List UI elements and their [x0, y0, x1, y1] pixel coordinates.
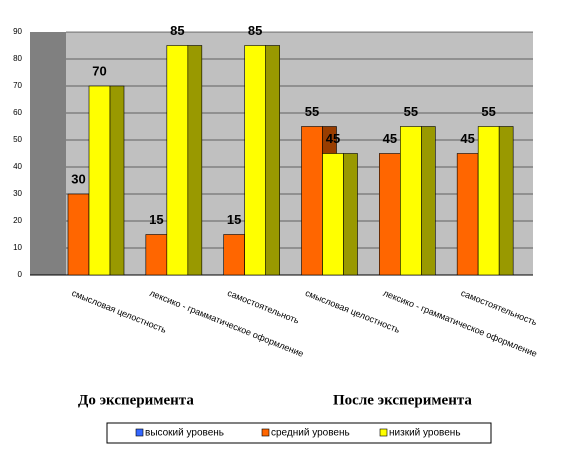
data-label: 30: [71, 171, 85, 186]
bar: [477, 126, 500, 276]
bar-side: [343, 153, 358, 276]
bar-side: [498, 126, 514, 276]
legend-label: средний уровень: [271, 428, 350, 439]
legend-swatch: [135, 428, 144, 437]
y-tick-label: 60: [13, 108, 22, 117]
data-label: 85: [170, 23, 184, 38]
bar-side: [109, 85, 125, 276]
legend-swatch: [261, 428, 270, 437]
data-label: 15: [149, 212, 163, 227]
bar: [379, 153, 401, 276]
bar-side: [187, 45, 203, 276]
y-tick-label: 0: [18, 270, 23, 279]
data-label: 70: [92, 63, 106, 78]
data-label: 55: [305, 104, 319, 119]
data-label: 85: [248, 23, 262, 38]
bar: [456, 153, 479, 276]
x-tick-label: самостоятельноть: [226, 288, 301, 326]
data-label: 55: [404, 104, 418, 119]
group-label: После эксперимента: [333, 392, 472, 408]
legend-label: низкий уровень: [389, 428, 461, 439]
x-tick-label: лексико - грамматическое оформление: [148, 288, 305, 359]
data-label: 45: [326, 131, 340, 146]
data-label: 45: [460, 131, 474, 146]
y-tick-label: 40: [13, 162, 22, 171]
y-tick-label: 50: [13, 135, 22, 144]
bar: [88, 85, 111, 276]
y-tick-label: 80: [13, 54, 22, 63]
group-label: До эксперимента: [78, 392, 194, 408]
plot-area: [66, 32, 533, 275]
legend-swatch: [379, 428, 388, 437]
legend: [106, 422, 492, 444]
data-label: 15: [227, 212, 241, 227]
bar-side: [265, 45, 280, 276]
bar: [301, 126, 323, 276]
bar-side: [421, 126, 436, 276]
bar: [166, 45, 189, 276]
y-tick-label: 30: [13, 189, 22, 198]
data-label: 45: [383, 131, 397, 146]
bar: [322, 153, 344, 276]
x-tick-label: лексико - грамматическое оформление: [382, 288, 539, 359]
bar: [400, 126, 422, 276]
y-tick-label: 10: [13, 243, 22, 252]
y-tick-label: 90: [13, 27, 22, 36]
bar: [67, 193, 90, 276]
y-tick-label: 70: [13, 81, 22, 90]
bar: [223, 234, 245, 276]
bar: [244, 45, 266, 276]
data-label: 55: [481, 104, 495, 119]
side-wall: [30, 32, 66, 275]
y-tick-label: 20: [13, 216, 22, 225]
legend-label: высокий уровень: [145, 428, 224, 439]
bar: [145, 234, 168, 276]
